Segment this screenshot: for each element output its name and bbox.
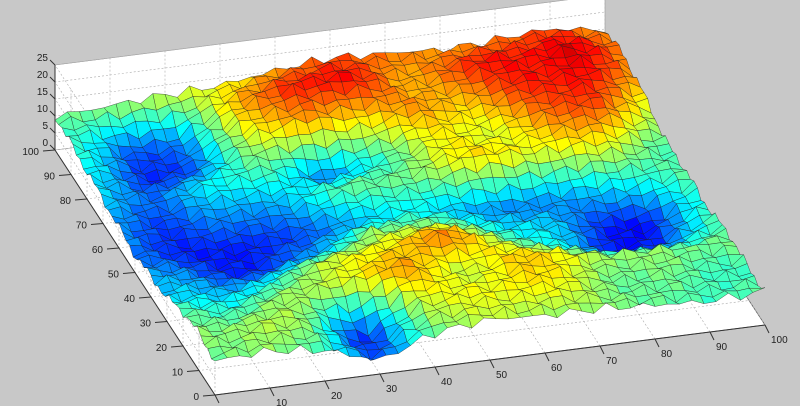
- z-tick-label: 15: [37, 87, 49, 98]
- z-tick-label: 0: [42, 138, 48, 149]
- y-tick-label: 70: [76, 221, 88, 232]
- x-tick: [324, 380, 330, 390]
- z-tick: [49, 144, 56, 151]
- y-tick-label: 20: [156, 343, 168, 354]
- y-tick-label: 90: [44, 172, 56, 183]
- x-tick-label: 40: [441, 377, 453, 388]
- x-tick: [434, 366, 440, 376]
- y-tick: [42, 149, 56, 152]
- z-tick-label: 10: [37, 104, 49, 115]
- x-tick-label: 10: [276, 398, 288, 406]
- x-tick: [489, 359, 495, 369]
- x-tick: [709, 331, 715, 341]
- surface-patch: [211, 352, 228, 362]
- y-tick-label: 80: [60, 196, 72, 207]
- x-tick: [764, 324, 770, 334]
- y-tick: [186, 370, 200, 372]
- y-tick: [58, 174, 72, 176]
- x-tick: [599, 345, 605, 355]
- x-tick-label: 50: [496, 370, 508, 381]
- y-tick-label: 100: [22, 147, 39, 158]
- z-tick: [49, 76, 56, 83]
- y-tick: [90, 223, 104, 225]
- surface-mesh: [54, 26, 766, 362]
- y-tick-label: 10: [172, 368, 184, 379]
- y-tick: [74, 198, 88, 201]
- z-tick: [49, 127, 56, 134]
- x-tick-label: 70: [606, 356, 618, 367]
- x-tick: [379, 373, 385, 383]
- x-tick-label: 100: [771, 335, 788, 346]
- y-tick: [106, 247, 120, 250]
- y-tick: [154, 321, 168, 323]
- x-tick: [214, 394, 220, 404]
- x-tick-label: 80: [661, 349, 673, 360]
- y-tick: [122, 272, 136, 274]
- x-tick: [269, 387, 275, 397]
- y-tick-label: 30: [140, 319, 152, 330]
- z-tick-label: 25: [37, 53, 49, 64]
- x-tick-label: 90: [716, 342, 728, 353]
- z-tick-label: 20: [37, 70, 49, 81]
- z-tick: [49, 93, 56, 100]
- z-tick: [49, 110, 56, 117]
- y-tick-label: 60: [92, 245, 104, 256]
- x-tick-label: 20: [331, 391, 343, 402]
- y-tick: [138, 296, 152, 299]
- x-tick: [544, 352, 550, 362]
- z-tick: [49, 59, 56, 66]
- x-tick-label: 60: [551, 363, 563, 374]
- x-tick-label: 30: [386, 384, 398, 395]
- x-tick: [654, 338, 660, 348]
- y-tick: [170, 345, 184, 348]
- z-tick-label: 5: [42, 121, 48, 132]
- y-tick: [202, 394, 216, 397]
- y-tick-label: 0: [193, 392, 199, 403]
- y-tick-label: 50: [108, 270, 120, 281]
- y-tick-label: 40: [124, 294, 136, 305]
